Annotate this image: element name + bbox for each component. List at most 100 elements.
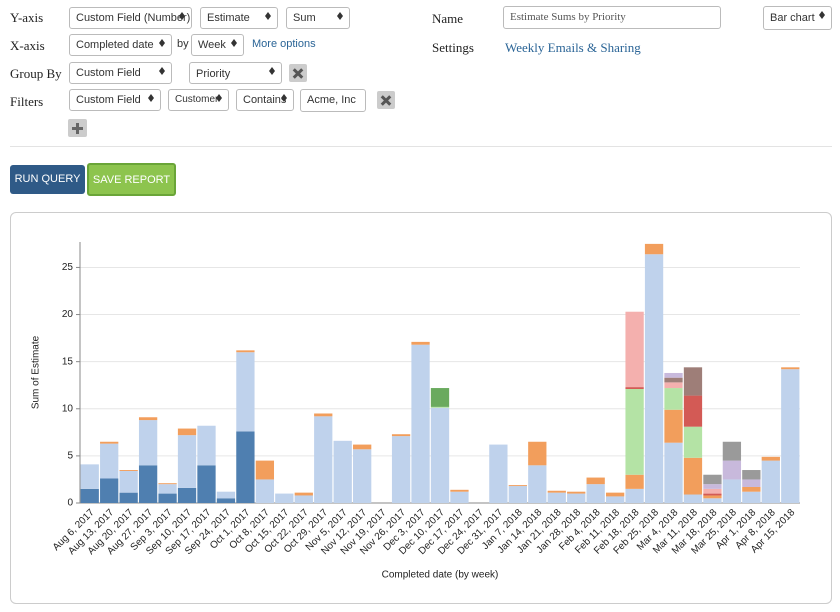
bar-segment — [508, 486, 527, 503]
bar-segment — [703, 474, 722, 485]
select[interactable]: Contains — [236, 89, 294, 111]
bar-segment — [625, 474, 644, 489]
bar-segment — [664, 409, 683, 443]
label: Name — [432, 11, 464, 26]
link[interactable]: More options — [252, 38, 316, 50]
bar-segment — [683, 367, 703, 396]
select[interactable]: Custom Field (Number) — [69, 7, 192, 29]
bar-segment — [742, 479, 761, 487]
bar-segment — [119, 470, 138, 493]
bar-segment — [781, 369, 800, 503]
bar-segment — [683, 494, 703, 503]
bar-segment — [586, 477, 605, 485]
select[interactable]: Priority — [189, 62, 282, 84]
label: Group By — [10, 66, 62, 81]
text: by — [177, 38, 189, 50]
bar-segment — [722, 441, 742, 461]
bar-segment — [703, 493, 722, 496]
bar-segment — [664, 388, 683, 410]
bar-segment — [177, 428, 197, 436]
input[interactable]: Acme, Inc — [300, 89, 366, 112]
bar-segment — [625, 488, 644, 503]
bar-segment — [489, 444, 508, 503]
bar-segment — [703, 498, 722, 503]
bar-segment — [644, 243, 664, 255]
bar-segment — [683, 395, 703, 427]
bar-segment — [236, 350, 255, 353]
select[interactable]: Bar chart — [763, 6, 832, 30]
bar-segment — [683, 457, 703, 495]
bar-segment — [742, 491, 761, 503]
label: Settings — [432, 40, 474, 55]
bar-segment — [119, 470, 138, 471]
bar-segment — [100, 478, 119, 503]
bar-segment — [742, 470, 761, 480]
bar-segment — [138, 420, 158, 466]
bar-segment — [411, 341, 430, 345]
bar-segment — [216, 498, 236, 503]
bar-segment — [781, 367, 800, 370]
bar-segment — [275, 493, 294, 503]
add-button[interactable] — [68, 119, 87, 137]
bar-segment — [314, 413, 333, 417]
bar-segment — [547, 490, 566, 493]
bar-segment — [255, 479, 275, 503]
bar-segment — [294, 495, 313, 503]
bar-segment — [197, 425, 216, 466]
bar-segment — [391, 434, 411, 437]
bar-segment — [255, 460, 275, 480]
bar-segment — [605, 496, 625, 503]
link[interactable]: Weekly Emails & Sharing — [505, 40, 641, 55]
bar-segment — [138, 417, 158, 421]
bar-segment — [391, 436, 411, 503]
divider — [10, 146, 832, 147]
bar-segment — [158, 483, 177, 485]
select[interactable]: Completed date — [69, 34, 172, 56]
bar-segment — [216, 491, 236, 499]
bar-segment — [761, 456, 780, 461]
bar-segment — [177, 435, 197, 488]
bar-segment — [294, 492, 313, 496]
bar-segment — [353, 444, 372, 450]
label: X-axis — [10, 38, 45, 53]
select[interactable]: Week — [191, 34, 244, 56]
bar-segment — [138, 465, 158, 503]
bar-segment — [664, 372, 683, 378]
input[interactable]: Estimate Sums by Priority — [503, 6, 721, 29]
run-button[interactable]: RUN QUERY — [10, 165, 85, 194]
bar-segment — [236, 352, 255, 432]
y-tick-label: 20 — [62, 309, 74, 320]
select[interactable]: Custom Field — [69, 89, 161, 111]
bar-segment — [605, 492, 625, 497]
bar-segment — [450, 489, 469, 492]
select[interactable]: Customer — [168, 89, 229, 111]
bar-segment — [761, 460, 780, 503]
bar-segment — [80, 488, 99, 503]
select[interactable]: Sum — [286, 7, 350, 29]
bar-segment — [450, 491, 469, 503]
save-button[interactable]: SAVE REPORT — [87, 163, 176, 196]
bar-segment — [100, 443, 119, 479]
bar-segment — [528, 441, 547, 466]
bar-segment — [567, 491, 586, 494]
remove-button[interactable] — [377, 91, 395, 109]
label: Filters — [10, 94, 44, 109]
bar-segment — [683, 426, 703, 458]
chart-panel — [10, 212, 832, 604]
bar-segment — [430, 388, 450, 407]
select[interactable]: Custom Field — [69, 62, 172, 84]
y-tick-label: 25 — [62, 262, 74, 273]
bar-segment — [742, 486, 761, 492]
bar-segment — [508, 485, 527, 487]
remove-button[interactable] — [289, 64, 307, 82]
bar-segment — [664, 377, 683, 383]
bar-segment — [119, 492, 138, 503]
bar-segment — [625, 311, 644, 388]
y-tick-label: 10 — [62, 403, 74, 414]
select[interactable]: Estimate — [200, 7, 278, 29]
bar-segment — [158, 493, 177, 503]
y-tick-label: 0 — [67, 498, 73, 509]
bar-segment — [333, 440, 352, 503]
